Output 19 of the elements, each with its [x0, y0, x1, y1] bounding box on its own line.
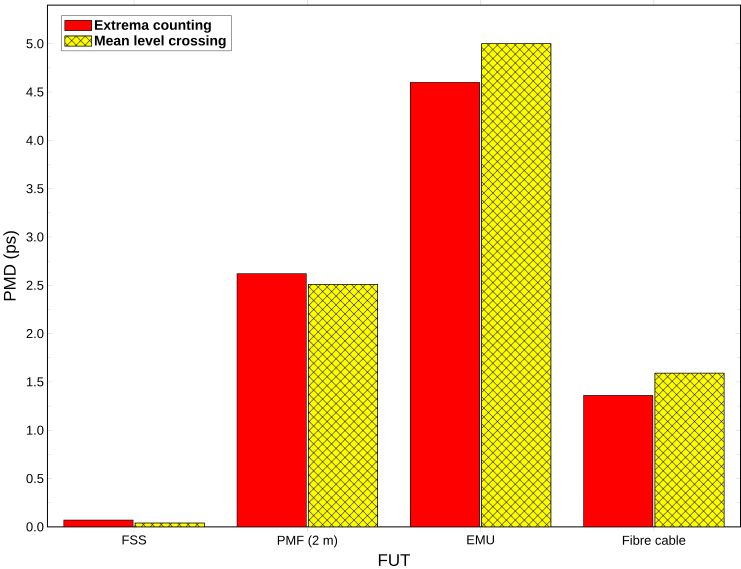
y-tick-label: 1.0 — [26, 425, 44, 435]
x-tick-label: EMU — [467, 535, 494, 544]
x-tick-label: PMF (2 m) — [278, 535, 338, 548]
y-tick-label: 5.0 — [26, 38, 44, 48]
y-tick-label: 0.0 — [26, 522, 44, 532]
y-tick-label: 0.5 — [26, 474, 44, 483]
y-tick-label: 2.5 — [26, 280, 44, 290]
x-tick-label: Fibre cable — [622, 535, 686, 545]
x-tick-label: FSS — [122, 535, 146, 544]
y-tick-label: 3.0 — [26, 232, 44, 242]
y-tick-label: 1.5 — [26, 377, 44, 386]
legend-label: Mean level crossing — [94, 35, 226, 48]
y-tick-label: 4.0 — [26, 136, 44, 145]
x-axis-title: FUT — [378, 554, 410, 566]
y-tick-label: 2.0 — [26, 328, 44, 338]
y-tick-label: 3.5 — [26, 184, 44, 194]
y-axis-title: PMD (ps) — [3, 231, 20, 300]
legend-label: Extrema counting — [94, 20, 211, 33]
y-tick-label: 4.5 — [26, 87, 44, 96]
